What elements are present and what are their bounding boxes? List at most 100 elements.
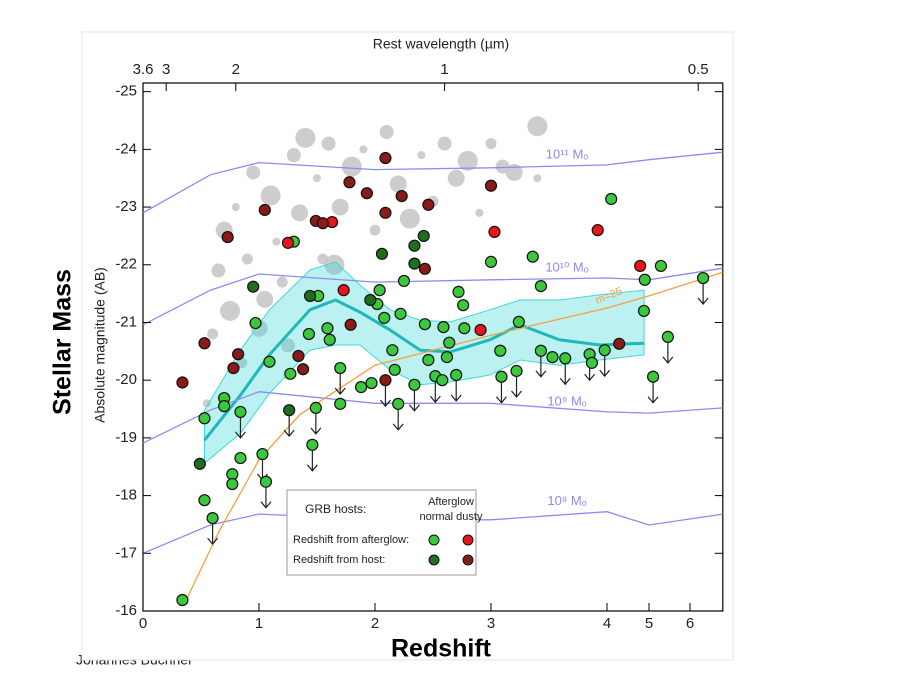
- comparison-point: [231, 203, 240, 212]
- comparison-point: [359, 145, 368, 154]
- grb-host-point: [534, 344, 547, 357]
- y-tick-label: -19: [115, 429, 137, 446]
- grb-host-point: [334, 397, 347, 410]
- band-mean-line: [203, 298, 645, 442]
- line-label: 10⁹ Mₒ: [547, 393, 586, 408]
- comparison-point: [260, 185, 281, 206]
- comparison-point: [295, 127, 316, 148]
- grb-host-point: [198, 337, 211, 350]
- grb-host-point: [281, 236, 295, 249]
- x2-tick-label: 1: [440, 61, 448, 78]
- grb-host-point: [234, 405, 247, 419]
- legend-header: normal dusty: [420, 511, 483, 523]
- comparison-point: [527, 116, 548, 137]
- grb-host-point: [259, 475, 273, 488]
- comparison-point: [211, 263, 226, 278]
- grb-host-point: [321, 322, 334, 335]
- grb-host-point: [546, 350, 559, 364]
- legend-row-label: Redshift from afterglow:: [293, 534, 409, 546]
- line-label: 10¹¹ Mₒ: [546, 146, 589, 161]
- grb-host-point: [654, 259, 667, 273]
- comparison-point: [313, 174, 321, 183]
- comparison-point: [417, 151, 426, 160]
- x2-tick-label: 3.6: [133, 61, 154, 78]
- legend-marker: [428, 554, 440, 566]
- grb-host-point: [534, 280, 547, 293]
- grb-host-point: [488, 225, 501, 238]
- grb-host-point: [249, 316, 262, 330]
- grb-host-point: [661, 330, 674, 344]
- grb-host-point: [388, 363, 401, 376]
- comparison-point: [533, 174, 542, 183]
- grb-host-point: [218, 400, 231, 413]
- legend-box: [286, 489, 477, 576]
- grb-host-point: [638, 273, 651, 286]
- grb-host-point: [440, 350, 454, 364]
- comparison-point: [379, 125, 394, 140]
- comparison-point: [389, 175, 407, 193]
- grb-host-point: [437, 320, 450, 334]
- grb-host-point: [443, 336, 456, 349]
- grb-host-point: [494, 344, 507, 357]
- comparison-point: [286, 148, 301, 163]
- grb-host-point: [226, 477, 239, 491]
- y-tick-label: -21: [115, 313, 137, 330]
- line-label: 10⁸ Mₒ: [547, 493, 586, 508]
- grb-host-point: [392, 397, 405, 410]
- grb-host-point: [364, 293, 377, 307]
- legend-header: Afterglow: [428, 496, 474, 508]
- y-tick-label: -20: [115, 371, 137, 388]
- comparison-point: [276, 276, 288, 288]
- grb-host-point: [422, 353, 435, 367]
- comparison-point: [447, 169, 465, 187]
- grb-host-point: [306, 438, 319, 451]
- grb-host-point: [247, 280, 260, 293]
- grb-host-point: [263, 355, 276, 368]
- y-tick-label: -16: [115, 602, 137, 619]
- comparison-point: [281, 338, 295, 353]
- grb-host-point: [302, 327, 315, 341]
- grb-host-point: [344, 318, 357, 331]
- grb-host-point: [408, 239, 421, 252]
- plot-content: [143, 116, 723, 607]
- x2-tick-label: 2: [232, 61, 240, 78]
- grb-host-point: [232, 348, 245, 361]
- comparison-point: [505, 163, 523, 181]
- legend: GRB hosts: Afterglow normal dusty Redshift …: [286, 489, 483, 576]
- grb-host-point: [258, 203, 271, 217]
- grb-host-point: [458, 322, 471, 335]
- comparison-point: [241, 253, 253, 265]
- x-tick-label: 4: [603, 615, 611, 632]
- grb-host-point: [378, 311, 391, 324]
- comparison-point: [341, 156, 362, 177]
- grb-host-point: [559, 352, 572, 365]
- legend-title: GRB hosts:: [305, 502, 366, 516]
- grb-host-point: [613, 337, 626, 350]
- grb-host-point: [365, 376, 378, 390]
- grb-host-point: [452, 285, 465, 298]
- comparison-point: [399, 208, 420, 229]
- grb-host-point: [417, 229, 430, 243]
- grb-host-point: [360, 187, 373, 200]
- grb-host-point: [234, 451, 247, 465]
- grb-host-point: [379, 374, 392, 387]
- legend-marker: [428, 534, 440, 546]
- comparison-point: [437, 136, 452, 151]
- comparison-point: [369, 224, 381, 236]
- y-tick-label: -17: [115, 544, 137, 561]
- grb-host-point: [474, 323, 487, 337]
- grb-host-point: [354, 381, 368, 394]
- comparison-point: [207, 328, 219, 340]
- grb-host-point: [379, 206, 392, 219]
- y-axis-label: Absolute magnitude (AB): [92, 267, 108, 423]
- grb-host-point: [450, 368, 463, 382]
- grb-host-point: [284, 367, 297, 380]
- x-tick-label: 5: [645, 615, 653, 632]
- y-title: Stellar Mass: [49, 269, 77, 415]
- comparison-point: [256, 290, 274, 308]
- grb-host-point: [436, 374, 449, 387]
- grb-host-point: [176, 593, 189, 607]
- y-tick-label: -23: [115, 198, 137, 215]
